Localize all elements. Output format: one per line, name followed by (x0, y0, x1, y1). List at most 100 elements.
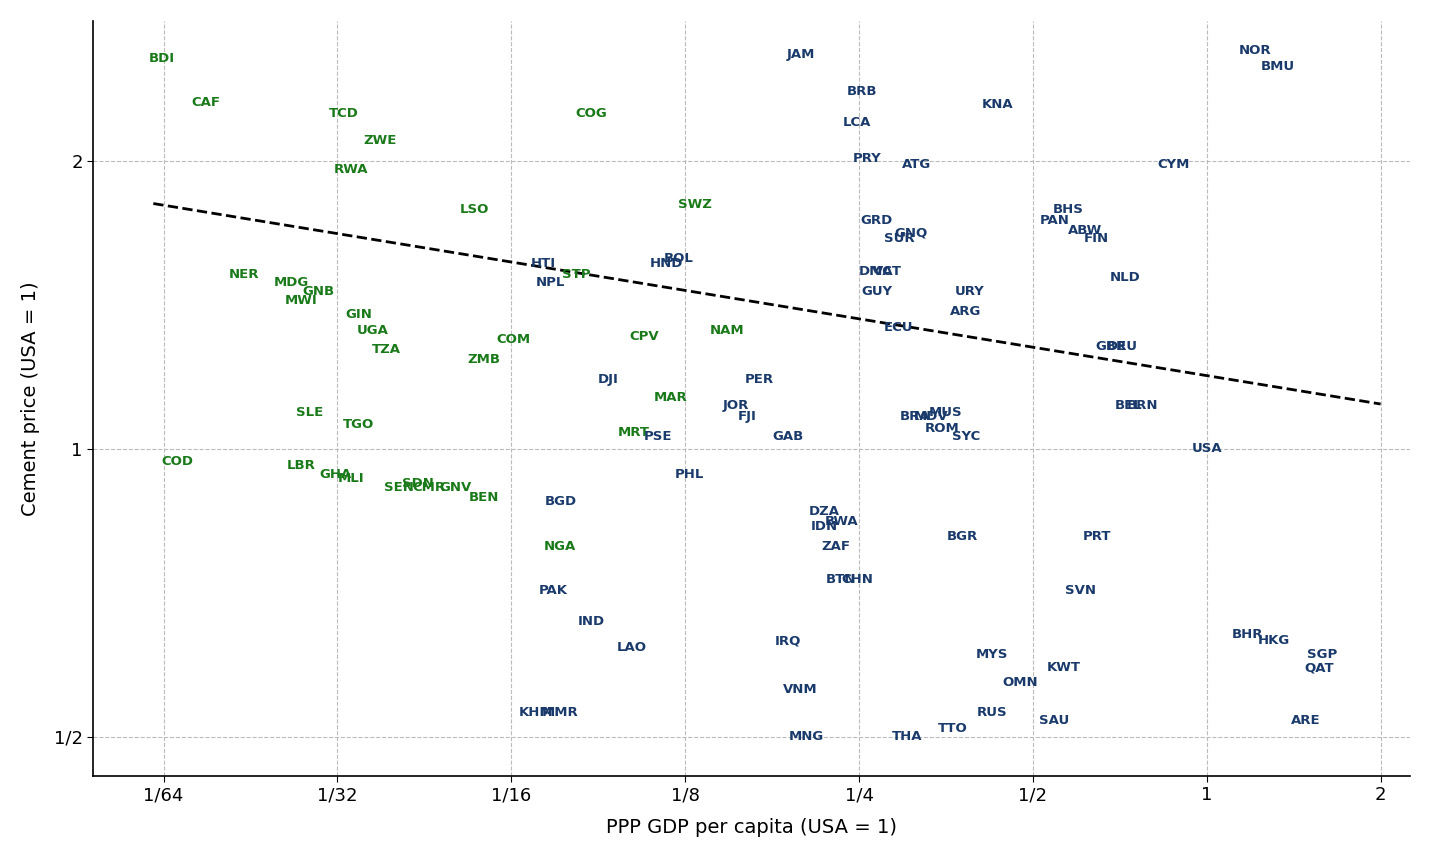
Text: RUS: RUS (977, 706, 1007, 719)
Text: GNB: GNB (302, 285, 335, 298)
Text: NPL: NPL (535, 276, 565, 289)
Text: HND: HND (650, 257, 683, 270)
Text: NGA: NGA (544, 540, 577, 553)
Text: SAU: SAU (1039, 714, 1069, 727)
Text: CAF: CAF (192, 96, 220, 109)
Text: GIN: GIN (345, 308, 372, 322)
Text: ARE: ARE (1291, 714, 1321, 727)
Text: TCD: TCD (329, 107, 358, 120)
Text: BDI: BDI (149, 51, 175, 64)
Text: HKG: HKG (1258, 634, 1289, 647)
Text: LBR: LBR (286, 459, 315, 472)
Text: ZAF: ZAF (821, 540, 850, 553)
Text: FIN: FIN (1085, 232, 1109, 245)
Text: MNG: MNG (788, 730, 824, 743)
Text: BGR: BGR (947, 529, 979, 543)
Text: OMN: OMN (1002, 676, 1037, 689)
Text: BEL: BEL (1115, 399, 1143, 412)
Text: URY: URY (954, 285, 985, 298)
Text: GNV: GNV (439, 481, 471, 494)
Text: ABW: ABW (1068, 224, 1102, 237)
Y-axis label: Cement price (USA = 1): Cement price (USA = 1) (21, 281, 40, 516)
Text: BRN: BRN (1126, 399, 1158, 412)
Text: BOL: BOL (664, 252, 694, 265)
Text: ZMB: ZMB (468, 353, 501, 366)
Text: UGA: UGA (356, 323, 389, 336)
Text: JOR: JOR (723, 399, 748, 412)
X-axis label: PPP GDP per capita (USA = 1): PPP GDP per capita (USA = 1) (607, 819, 897, 837)
Text: KWT: KWT (1046, 662, 1080, 674)
Text: IND: IND (578, 615, 605, 628)
Text: QAT: QAT (1304, 662, 1334, 674)
Text: MRT: MRT (618, 426, 650, 438)
Text: VNM: VNM (783, 683, 819, 696)
Text: MLI: MLI (338, 472, 365, 486)
Text: BEN: BEN (468, 491, 499, 504)
Text: MWI: MWI (285, 293, 318, 306)
Text: STP: STP (562, 269, 591, 281)
Text: NER: NER (229, 269, 259, 281)
Text: SYC: SYC (952, 430, 980, 443)
Text: VCT: VCT (873, 265, 902, 279)
Text: ATG: ATG (903, 159, 932, 172)
Text: BMU: BMU (1261, 60, 1295, 73)
Text: SVN: SVN (1065, 584, 1096, 597)
Text: LAO: LAO (617, 641, 647, 654)
Text: CHN: CHN (841, 573, 873, 586)
Text: CYM: CYM (1158, 159, 1189, 172)
Text: BRB: BRB (847, 85, 877, 99)
Text: FJI: FJI (737, 410, 757, 423)
Text: MYS: MYS (976, 648, 1009, 661)
Text: CMR: CMR (412, 481, 445, 494)
Text: MDV: MDV (913, 410, 949, 423)
Text: GRD: GRD (860, 214, 893, 227)
Text: JAM: JAM (787, 48, 814, 61)
Text: HTI: HTI (531, 257, 555, 270)
Text: ROM: ROM (924, 422, 959, 435)
Text: SEN: SEN (385, 481, 415, 494)
Text: ZWE: ZWE (363, 134, 396, 147)
Text: LCA: LCA (843, 117, 871, 130)
Text: IDN: IDN (811, 520, 839, 533)
Text: MUS: MUS (929, 407, 963, 420)
Text: SUR: SUR (883, 232, 914, 245)
Text: KNA: KNA (982, 98, 1013, 111)
Text: SLE: SLE (296, 407, 323, 420)
Text: COD: COD (162, 455, 193, 468)
Text: LSO: LSO (459, 202, 489, 215)
Text: DJI: DJI (598, 373, 618, 386)
Text: SDN: SDN (402, 477, 434, 490)
Text: BHR: BHR (1232, 627, 1264, 641)
Text: BTN: BTN (826, 573, 857, 586)
Text: SGP: SGP (1307, 648, 1338, 661)
Text: GBR: GBR (1096, 340, 1126, 353)
Text: USA: USA (1192, 442, 1222, 455)
Text: BRA: BRA (900, 410, 930, 423)
Text: PSE: PSE (644, 430, 673, 443)
Text: ARG: ARG (950, 305, 982, 318)
Text: PER: PER (744, 373, 774, 386)
Text: BHS: BHS (1053, 202, 1083, 215)
Text: PAK: PAK (539, 584, 568, 597)
Text: DEU: DEU (1106, 340, 1138, 353)
Text: GNQ: GNQ (894, 227, 927, 239)
Text: THA: THA (892, 730, 923, 743)
Text: COG: COG (575, 107, 607, 120)
Text: NLD: NLD (1110, 271, 1141, 284)
Text: MDG: MDG (273, 276, 309, 289)
Text: KHM: KHM (519, 706, 554, 719)
Text: TZA: TZA (372, 343, 401, 356)
Text: TTO: TTO (937, 722, 967, 735)
Text: CPV: CPV (630, 330, 658, 343)
Text: TGO: TGO (343, 418, 375, 431)
Text: GHA: GHA (319, 468, 352, 480)
Text: PRY: PRY (853, 152, 881, 165)
Text: BWA: BWA (824, 515, 859, 528)
Text: BGD: BGD (544, 495, 577, 508)
Text: PHL: PHL (674, 468, 704, 480)
Text: GUY: GUY (861, 285, 892, 298)
Text: PRT: PRT (1082, 529, 1110, 543)
Text: RWA: RWA (333, 162, 368, 176)
Text: NOR: NOR (1238, 44, 1271, 57)
Text: SWZ: SWZ (678, 198, 713, 211)
